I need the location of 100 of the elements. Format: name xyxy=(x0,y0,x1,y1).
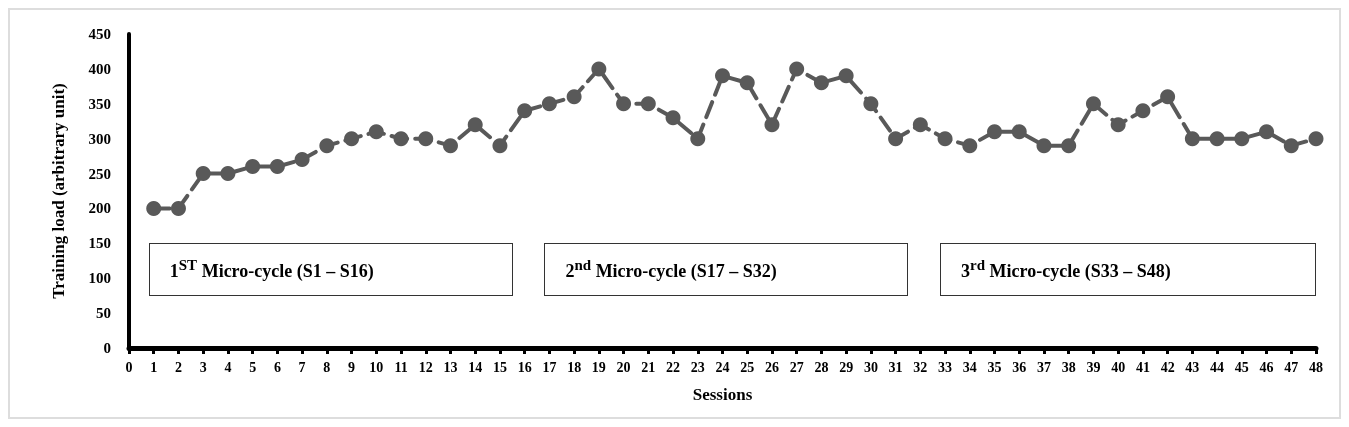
point xyxy=(492,138,508,154)
x-tick-label: 23 xyxy=(690,359,705,375)
point xyxy=(146,200,162,216)
x-axis-title: Sessions xyxy=(692,385,753,404)
y-tick-label: 150 xyxy=(88,235,111,252)
point xyxy=(1061,138,1077,154)
point xyxy=(566,89,582,105)
x-tick-label: 17 xyxy=(542,359,557,375)
x-tick-label: 25 xyxy=(740,359,755,375)
point xyxy=(690,131,706,147)
point xyxy=(220,166,236,182)
x-tick-label: 36 xyxy=(1012,359,1027,375)
x-tick-label: 14 xyxy=(468,359,483,375)
x-tick-label: 20 xyxy=(616,359,631,375)
x-tick-label: 22 xyxy=(666,359,681,375)
point xyxy=(1308,131,1324,147)
point xyxy=(591,61,607,77)
point xyxy=(1036,138,1052,154)
point xyxy=(616,96,632,112)
x-tick-label: 9 xyxy=(348,359,356,375)
y-tick-label: 0 xyxy=(103,340,111,356)
point xyxy=(1160,89,1176,105)
point xyxy=(418,131,434,147)
x-tick-label: 18 xyxy=(567,359,582,375)
y-axis-title: Training load (arbitrary unit) xyxy=(49,83,68,299)
y-tick-label: 200 xyxy=(88,200,111,217)
x-tick-label: 16 xyxy=(517,359,532,375)
point xyxy=(715,68,730,84)
text-frame: 2$^{nd}$ Micro-cycle (S17 – S32) xyxy=(544,243,909,296)
x-tick-label: 1 xyxy=(150,359,158,375)
y-tick-label: 350 xyxy=(88,95,111,112)
point xyxy=(789,61,805,77)
point xyxy=(195,166,211,182)
point xyxy=(912,117,928,133)
x-tick-label: 28 xyxy=(814,359,829,375)
annotation: 2$^{nd}$ Micro-cycle (S17 – S32) xyxy=(565,256,777,282)
x-tick-label: 13 xyxy=(443,359,458,375)
point xyxy=(764,117,780,133)
x-tick-label: 10 xyxy=(369,359,384,375)
point xyxy=(1085,96,1101,112)
point xyxy=(838,68,854,84)
x-tick-label: 19 xyxy=(591,359,606,375)
y-tick-label: 250 xyxy=(88,165,111,182)
point xyxy=(1135,103,1151,119)
point xyxy=(294,152,310,168)
x-tick-label: 38 xyxy=(1061,359,1076,375)
text-frame: 3$^{rd}$ Micro-cycle (S33 – S48) xyxy=(940,243,1316,296)
point xyxy=(888,131,904,147)
point xyxy=(863,96,879,112)
point xyxy=(813,75,829,91)
x-tick-label: 5 xyxy=(249,359,257,375)
x-tick-label: 2 xyxy=(174,359,182,375)
x-tick-label: 21 xyxy=(641,359,656,375)
x-tick-label: 37 xyxy=(1036,359,1051,375)
x-tick-label: 15 xyxy=(492,359,507,375)
x-tick-label: 3 xyxy=(199,359,207,375)
point xyxy=(344,131,360,147)
point xyxy=(269,159,285,175)
x-tick-label: 46 xyxy=(1259,359,1274,375)
point xyxy=(170,200,186,216)
x-tick-label: 32 xyxy=(913,359,928,375)
x-tick-label: 47 xyxy=(1284,359,1299,375)
point xyxy=(739,75,755,91)
point xyxy=(368,124,384,140)
x-tick-label: 31 xyxy=(888,359,903,375)
x-tick-label: 35 xyxy=(987,359,1002,375)
point xyxy=(1234,131,1250,147)
x-tick-label: 27 xyxy=(789,359,804,375)
point xyxy=(1209,131,1225,147)
x-tick-label: 0 xyxy=(125,359,133,375)
point xyxy=(245,159,261,175)
point xyxy=(640,96,656,112)
x-tick-label: 41 xyxy=(1135,359,1150,375)
x-tick-label: 43 xyxy=(1185,359,1200,375)
y-tick-label: 100 xyxy=(88,270,111,287)
y-tick-label: 450 xyxy=(88,26,111,42)
x-tick-label: 6 xyxy=(273,359,281,375)
point xyxy=(1259,124,1275,140)
x-tick-label: 12 xyxy=(418,359,433,375)
x-tick-label: 39 xyxy=(1086,359,1101,375)
x-tick-label: 44 xyxy=(1210,359,1225,375)
point xyxy=(962,138,978,154)
point xyxy=(987,124,1003,140)
x-tick-label: 34 xyxy=(962,359,977,375)
point xyxy=(1184,131,1200,147)
point xyxy=(517,103,533,119)
x-tick-label: 7 xyxy=(298,359,306,375)
x-tick-label: 8 xyxy=(323,359,331,375)
x-tick-label: 24 xyxy=(715,359,730,375)
y-tick-label: 300 xyxy=(88,130,111,147)
x-tick-label: 30 xyxy=(863,359,878,375)
x-tick-label: 26 xyxy=(764,359,779,375)
x-tick-label: 42 xyxy=(1160,359,1175,375)
y-tick-label: 400 xyxy=(88,60,111,77)
annotation: 1$^{ST}$ Micro-cycle (S1 – S16) xyxy=(169,256,374,282)
point xyxy=(937,131,953,147)
x-tick-label: 45 xyxy=(1234,359,1249,375)
x-tick-label: 4 xyxy=(224,359,232,375)
x-tick-label: 33 xyxy=(938,359,953,375)
x-tick-label: 40 xyxy=(1111,359,1126,375)
